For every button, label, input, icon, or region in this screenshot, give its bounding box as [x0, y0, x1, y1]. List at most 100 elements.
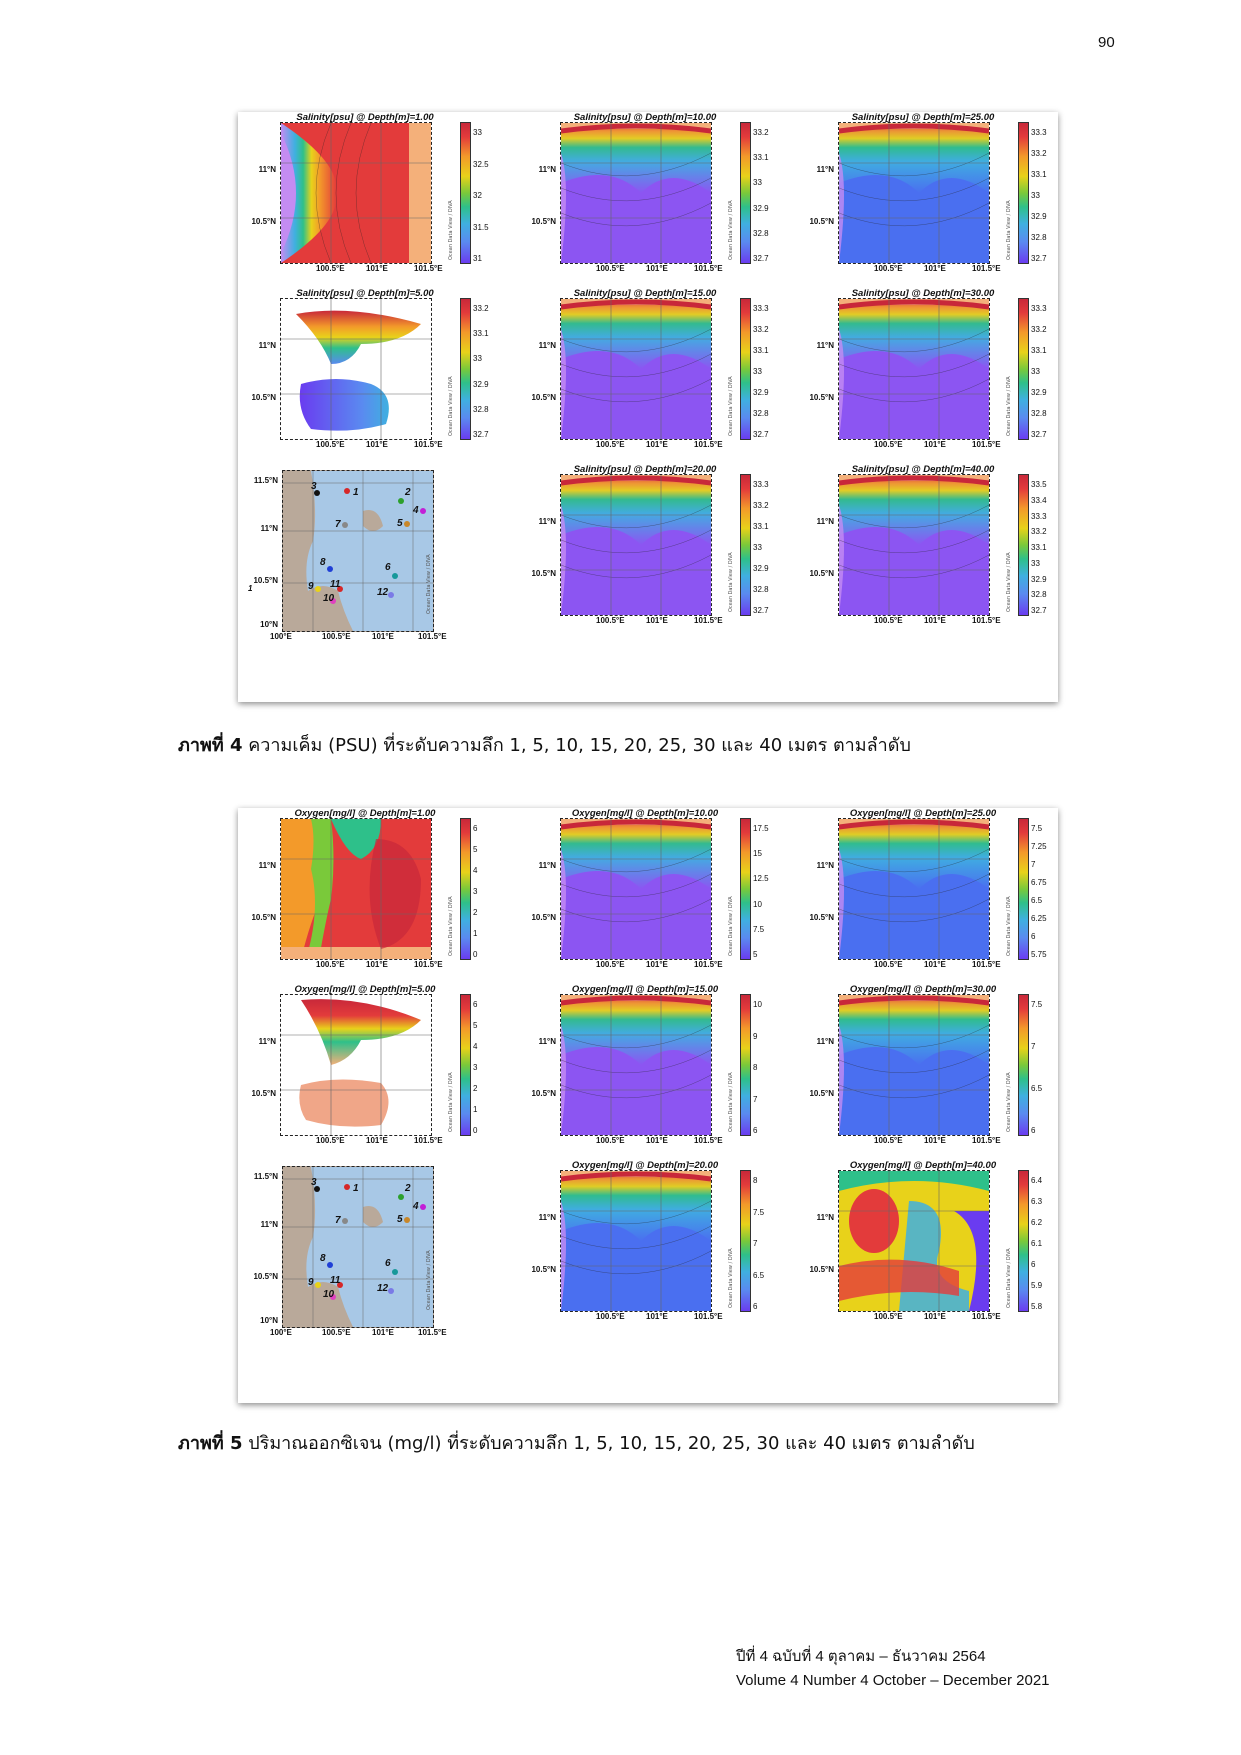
- figure4-panel-title: Salinity[psu] @ Depth[m]=40.00: [851, 464, 995, 475]
- figure4-panel-title: Salinity[psu] @ Depth[m]=10.00: [573, 112, 717, 123]
- figure5-panel-map: [280, 818, 432, 960]
- figure4-colorbar-tick: 32.9: [1031, 574, 1047, 584]
- figure4-lon-tick: 101°E: [924, 264, 946, 273]
- figure4-station-lon-tick: 101.5°E: [418, 632, 447, 641]
- figure4-panel-colorbar: [1018, 474, 1029, 616]
- figure4-panel-map-svg: [281, 123, 431, 263]
- figure5-station-3-marker: [314, 1186, 320, 1192]
- figure-5-caption-label: ภาพที่ 5: [178, 1433, 243, 1454]
- figure5-station-6-marker: [392, 1269, 398, 1275]
- footer-thai-volume: ปีที่ 4 ฉบับที่ 4 ตุลาคม – ธันวาคม 2564: [736, 1648, 986, 1665]
- figure5-station-6-label: 6: [385, 1258, 391, 1269]
- figure4-odv-label: Ocean Data View / DIVA: [1006, 552, 1012, 612]
- figure5-station-7-label: 7: [335, 1215, 341, 1226]
- figure5-sea-area: [306, 1167, 433, 1327]
- figure4-panel-1: Salinity[psu] @ Depth[m]=1.00 33 32.5 32 31.…: [251, 112, 520, 288]
- figure5-panel-colorbar: [1018, 994, 1029, 1136]
- figure5-colorbar-tick: 5: [753, 950, 758, 959]
- figure5-panel-title: Oxygen[mg/l] @ Depth[m]=20.00: [571, 1160, 719, 1171]
- figure5-colorbar-tick: 6: [1031, 932, 1036, 941]
- figure4-lon-tick: 100.5°E: [874, 264, 903, 273]
- figure4-colorbar-tick: 33.1: [753, 346, 769, 355]
- figure5-panel-colorbar: [740, 994, 751, 1136]
- figure5-colorbar-tick: 8: [753, 1063, 758, 1072]
- figure4-colorbar-tick: 32.8: [473, 404, 489, 414]
- figure4-station-2-marker: [398, 498, 404, 504]
- figure-4-caption-label: ภาพที่ 4: [178, 735, 243, 756]
- figure5-station-3-label: 3: [311, 1177, 317, 1188]
- figure4-colorbar-tick: 32.9: [753, 203, 769, 213]
- figure4-station-7-marker: [342, 522, 348, 528]
- page-number: 90: [1098, 34, 1115, 51]
- figure4-colorbar-tick: 33.2: [1031, 527, 1047, 537]
- figure4-panel-map: [838, 298, 990, 440]
- figure5-panel-map: [560, 818, 712, 960]
- figure4-station-lat-tick: 10°N: [260, 620, 278, 629]
- figure4-odv-label: Ocean Data View / DIVA: [448, 376, 454, 436]
- figure5-panel-map: [838, 818, 990, 960]
- figure4-odv-label: Ocean Data View / DIVA: [728, 376, 734, 436]
- figure4-lon-tick: 101°E: [924, 440, 946, 449]
- figure4-panel-map: [280, 298, 432, 440]
- figure5-colorbar-tick: 4: [473, 1042, 478, 1051]
- figure4-panel-colorbar: [740, 122, 751, 264]
- figure5-panel-map-svg: [839, 995, 989, 1135]
- figure4-lon-tick: 101°E: [924, 616, 946, 625]
- figure5-colorbar-tick: 6: [753, 1126, 758, 1135]
- figure5-colorbar-tick: 6.5: [1031, 896, 1043, 905]
- figure5-lon-tick: 100.5°E: [596, 1136, 625, 1145]
- figure5-station-4-label: 4: [413, 1201, 419, 1212]
- figure4-colorbar-tick: 32.7: [1031, 254, 1047, 263]
- figure4-colorbar-tick: 33.2: [753, 501, 769, 510]
- figure4-panel-colorbar: [740, 474, 751, 616]
- figure5-lon-tick: 100.5°E: [316, 960, 345, 969]
- figure5-colorbar-tick: 12.5: [753, 874, 769, 884]
- figure4-panel-title: Salinity[psu] @ Depth[m]=25.00: [851, 112, 995, 123]
- figure4-odv-label: Ocean Data View / DIVA: [1006, 200, 1012, 260]
- figure5-lon-tick: 101°E: [646, 1312, 668, 1321]
- figure5-lon-tick: 101°E: [924, 1136, 946, 1145]
- figure-4-caption: ภาพที่ 4 ความเค็ม (PSU) ที่ระดับความลึก …: [178, 730, 911, 759]
- figure5-colorbar-tick: 7.5: [1031, 824, 1043, 833]
- figure4-colorbar-tick: 32.7: [473, 430, 489, 439]
- figure5-station-lon-tick: 100°E: [270, 1328, 292, 1337]
- figure5-lon-tick: 101°E: [646, 1136, 668, 1145]
- figure5-panel-map: [280, 994, 432, 1136]
- figure5-colorbar-tick: 1: [473, 929, 478, 938]
- figure4-station-6-marker: [392, 573, 398, 579]
- figure5-lon-tick: 101°E: [924, 1312, 946, 1321]
- figure4-colorbar-tick: 32.7: [753, 606, 769, 615]
- figure5-lon-tick: 101°E: [924, 960, 946, 969]
- figure5-colorbar-tick: 6.5: [753, 1270, 765, 1280]
- figure5-island-area: [363, 1206, 383, 1227]
- figure4-colorbar-tick: 33.2: [473, 304, 489, 313]
- figure5-lon-tick: 101.5°E: [694, 960, 723, 969]
- figure4-lon-tick: 101°E: [366, 440, 388, 449]
- figure4-colorbar-tick: 31: [473, 254, 482, 263]
- figure4-panel-colorbar: [740, 298, 751, 440]
- figure4-colorbar-tick: 33: [1031, 558, 1040, 568]
- figure5-panel-map: [560, 994, 712, 1136]
- figure4-colorbar-tick: 32.8: [753, 228, 769, 238]
- figure5-panel-map-svg: [281, 995, 431, 1135]
- figure4-stray-label: 1: [248, 584, 253, 593]
- figure5-colorbar-tick: 7.5: [1031, 1000, 1043, 1009]
- figure4-lon-tick: 100.5°E: [316, 264, 345, 273]
- figure4-panel-6: Salinity[psu] @ Depth[m]=30.00 33.3 33.2 33…: [809, 288, 1078, 464]
- figure4-station-10-marker: [330, 598, 336, 604]
- figure5-colorbar-tick: 0: [473, 1126, 478, 1135]
- figure-5-caption: ภาพที่ 5 ปริมาณออกซิเจน (mg/l) ที่ระดับค…: [178, 1428, 975, 1457]
- figure5-station-odv-label: Ocean Data View / DIVA: [426, 1250, 432, 1310]
- figure4-island-area: [363, 510, 383, 531]
- figure4-panel-map-svg: [839, 299, 989, 439]
- figure4-colorbar-tick: 32.7: [1031, 430, 1047, 439]
- figure4-colorbar-tick: 32.8: [753, 409, 769, 418]
- figure4-colorbar-tick: 33.1: [1031, 543, 1047, 552]
- figure5-panel-colorbar: [460, 818, 471, 960]
- figure5-panel-6: Oxygen[mg/l] @ Depth[m]=30.00 7.5 7 6.5 6 11°…: [809, 984, 1078, 1160]
- figure4-station-odv-label: Ocean Data View / DIVA: [426, 554, 432, 614]
- figure5-panel-title: Oxygen[mg/l] @ Depth[m]=15.00: [571, 984, 719, 995]
- figure4-station-4-marker: [420, 508, 426, 514]
- figure5-station-12-label: 12: [377, 1283, 389, 1294]
- figure4-lon-tick: 101.5°E: [694, 616, 723, 625]
